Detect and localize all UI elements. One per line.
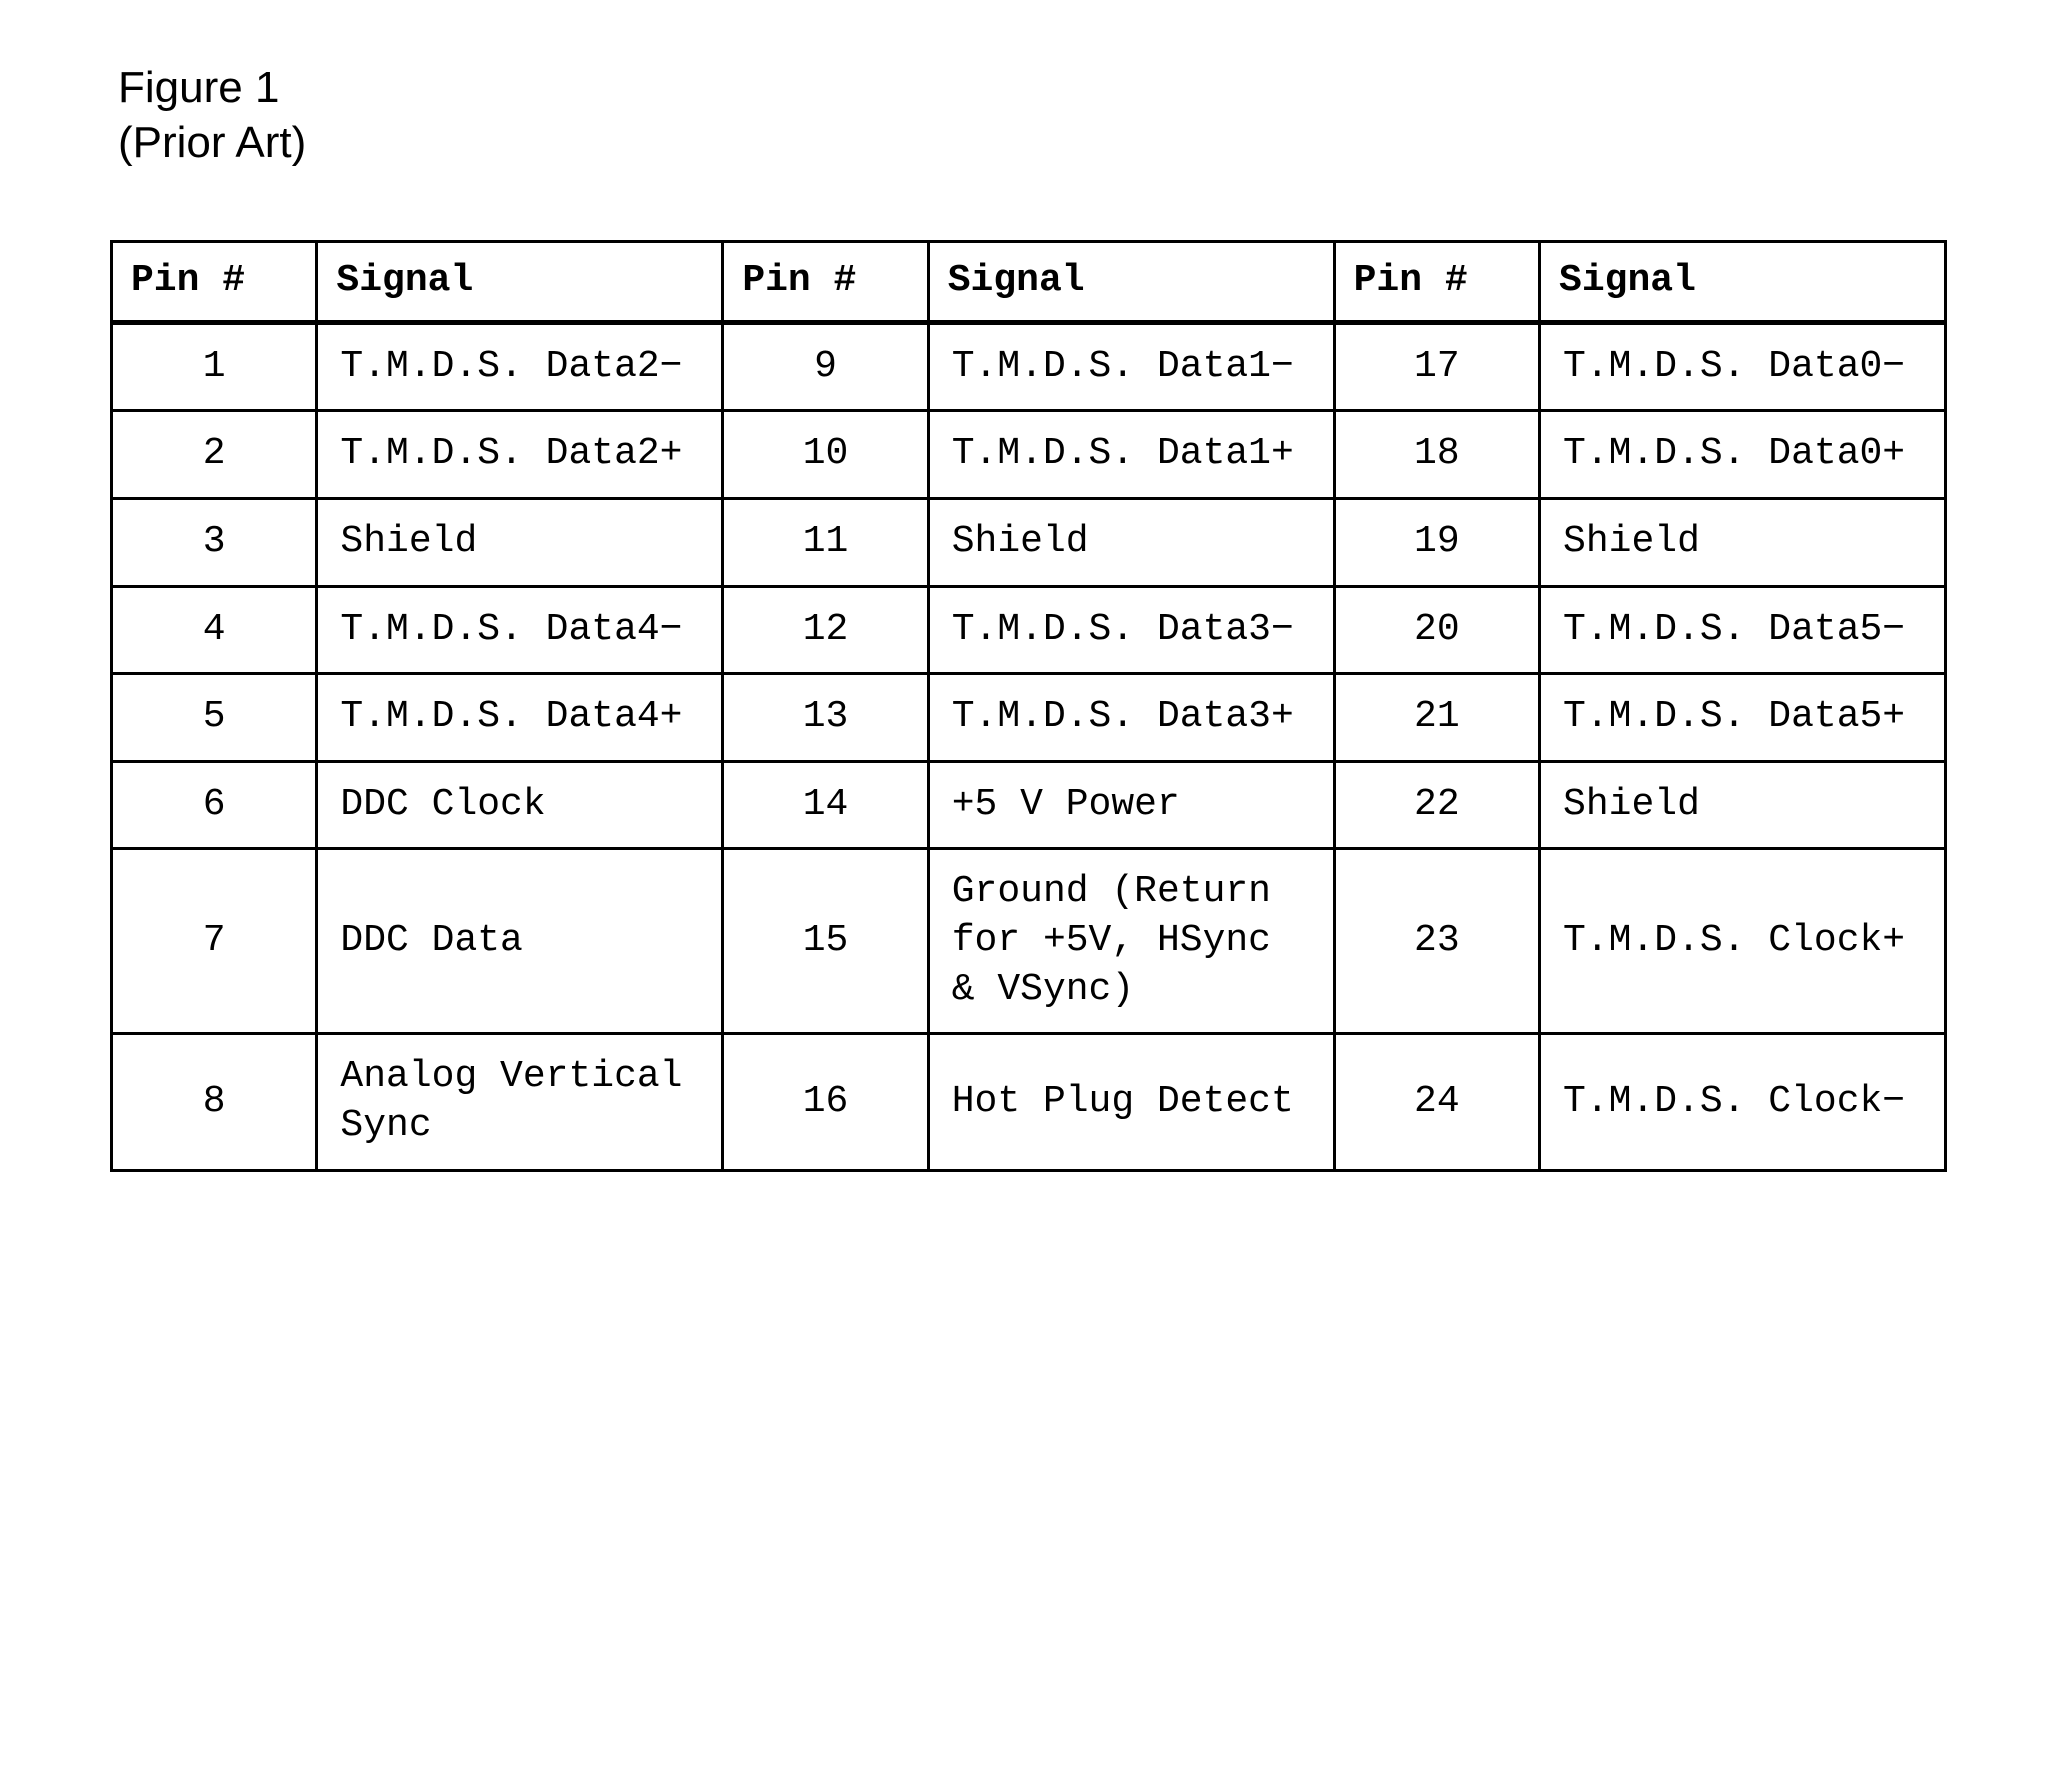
figure-caption-line-1: Figure 1	[118, 60, 1947, 115]
signal-cell: Shield	[1540, 498, 1946, 586]
pin-cell: 23	[1334, 849, 1539, 1034]
pin-cell: 12	[723, 586, 928, 674]
pin-cell: 1	[112, 322, 317, 411]
pin-cell: 9	[723, 322, 928, 411]
signal-cell: +5 V Power	[928, 761, 1334, 849]
signal-cell: DDC Data	[317, 849, 723, 1034]
figure-caption-line-2: (Prior Art)	[118, 115, 1947, 170]
figure-caption: Figure 1 (Prior Art)	[118, 60, 1947, 170]
pin-cell: 11	[723, 498, 928, 586]
signal-cell: Hot Plug Detect	[928, 1034, 1334, 1170]
signal-cell: Shield	[928, 498, 1334, 586]
signal-cell: T.M.D.S. Clock−	[1540, 1034, 1946, 1170]
signal-cell: T.M.D.S. Clock+	[1540, 849, 1946, 1034]
signal-cell: Ground (Return for +5V, HSync & VSync)	[928, 849, 1334, 1034]
signal-cell: Shield	[317, 498, 723, 586]
header-signal: Signal	[928, 242, 1334, 323]
pin-cell: 17	[1334, 322, 1539, 411]
signal-cell: T.M.D.S. Data1−	[928, 322, 1334, 411]
table-row: 4 T.M.D.S. Data4− 12 T.M.D.S. Data3− 20 …	[112, 586, 1946, 674]
pin-cell: 7	[112, 849, 317, 1034]
pin-cell: 18	[1334, 411, 1539, 499]
signal-cell: T.M.D.S. Data5+	[1540, 674, 1946, 762]
signal-cell: DDC Clock	[317, 761, 723, 849]
header-signal: Signal	[1540, 242, 1946, 323]
pin-cell: 10	[723, 411, 928, 499]
header-signal: Signal	[317, 242, 723, 323]
table-row: 1 T.M.D.S. Data2− 9 T.M.D.S. Data1− 17 T…	[112, 322, 1946, 411]
pin-cell: 8	[112, 1034, 317, 1170]
pin-cell: 24	[1334, 1034, 1539, 1170]
pin-cell: 6	[112, 761, 317, 849]
signal-cell: Analog Vertical Sync	[317, 1034, 723, 1170]
signal-cell: T.M.D.S. Data0−	[1540, 322, 1946, 411]
pin-cell: 21	[1334, 674, 1539, 762]
header-pin: Pin #	[1334, 242, 1539, 323]
pin-cell: 15	[723, 849, 928, 1034]
pin-cell: 14	[723, 761, 928, 849]
table-row: 6 DDC Clock 14 +5 V Power 22 Shield	[112, 761, 1946, 849]
signal-cell: T.M.D.S. Data3−	[928, 586, 1334, 674]
table-header-row: Pin # Signal Pin # Signal Pin # Signal	[112, 242, 1946, 323]
pin-cell: 5	[112, 674, 317, 762]
pin-cell: 4	[112, 586, 317, 674]
signal-cell: T.M.D.S. Data2−	[317, 322, 723, 411]
table-row: 7 DDC Data 15 Ground (Return for +5V, HS…	[112, 849, 1946, 1034]
table-row: 2 T.M.D.S. Data2+ 10 T.M.D.S. Data1+ 18 …	[112, 411, 1946, 499]
signal-cell: T.M.D.S. Data0+	[1540, 411, 1946, 499]
signal-cell: T.M.D.S. Data4+	[317, 674, 723, 762]
pinout-table: Pin # Signal Pin # Signal Pin # Signal 1…	[110, 240, 1947, 1172]
pin-cell: 2	[112, 411, 317, 499]
signal-cell: T.M.D.S. Data3+	[928, 674, 1334, 762]
pin-cell: 20	[1334, 586, 1539, 674]
signal-cell: Shield	[1540, 761, 1946, 849]
pin-cell: 19	[1334, 498, 1539, 586]
table-row: 8 Analog Vertical Sync 16 Hot Plug Detec…	[112, 1034, 1946, 1170]
header-pin: Pin #	[723, 242, 928, 323]
pin-cell: 22	[1334, 761, 1539, 849]
pin-cell: 13	[723, 674, 928, 762]
signal-cell: T.M.D.S. Data1+	[928, 411, 1334, 499]
pin-cell: 3	[112, 498, 317, 586]
pin-cell: 16	[723, 1034, 928, 1170]
header-pin: Pin #	[112, 242, 317, 323]
table-row: 3 Shield 11 Shield 19 Shield	[112, 498, 1946, 586]
table-row: 5 T.M.D.S. Data4+ 13 T.M.D.S. Data3+ 21 …	[112, 674, 1946, 762]
signal-cell: T.M.D.S. Data2+	[317, 411, 723, 499]
signal-cell: T.M.D.S. Data4−	[317, 586, 723, 674]
signal-cell: T.M.D.S. Data5−	[1540, 586, 1946, 674]
